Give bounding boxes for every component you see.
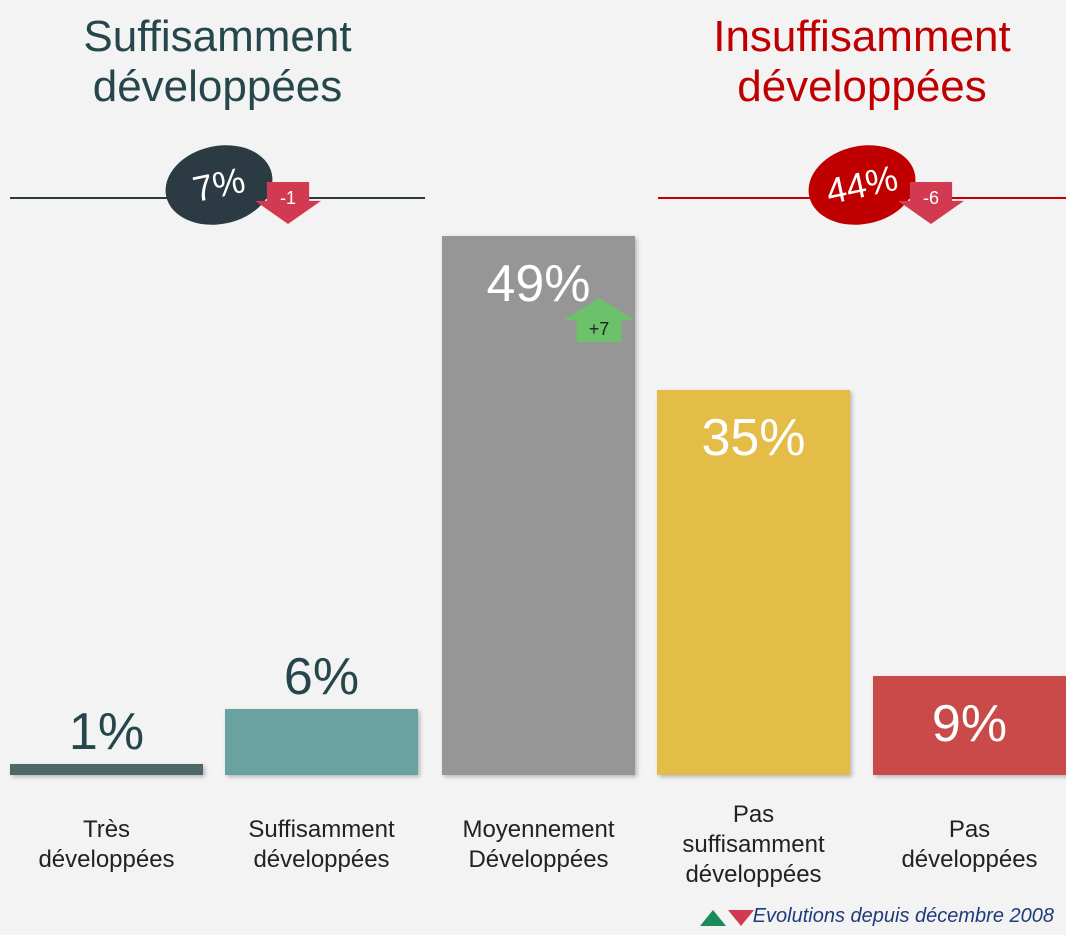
value-label: 1% [68,703,145,761]
bar [10,764,203,775]
legend-up-icon [700,910,726,926]
value-label: 6% [283,648,360,706]
x-tick-label: Pas développées [901,816,1038,873]
bar [873,676,1066,775]
group-title: Suffisamment développées [83,12,352,111]
x-tick-label: Moyennement Développées [462,816,615,873]
x-tick-label: Très développées [38,816,175,873]
bar [657,390,850,775]
group-badge: 7% [158,135,280,235]
group-title: Insuffisamment développées [713,12,1011,111]
group-badge: 44% [801,135,923,235]
x-tick-label: Pas suffisamment développées [682,801,825,888]
value-label: 49% [486,255,591,313]
bar [225,709,418,775]
note: Evolutions depuis décembre 2008 [752,905,1054,927]
value-label: 9% [931,695,1008,753]
legend-down-icon [728,910,754,926]
x-tick-label: Suffisamment développées [248,816,395,873]
value-label: 35% [701,409,806,467]
